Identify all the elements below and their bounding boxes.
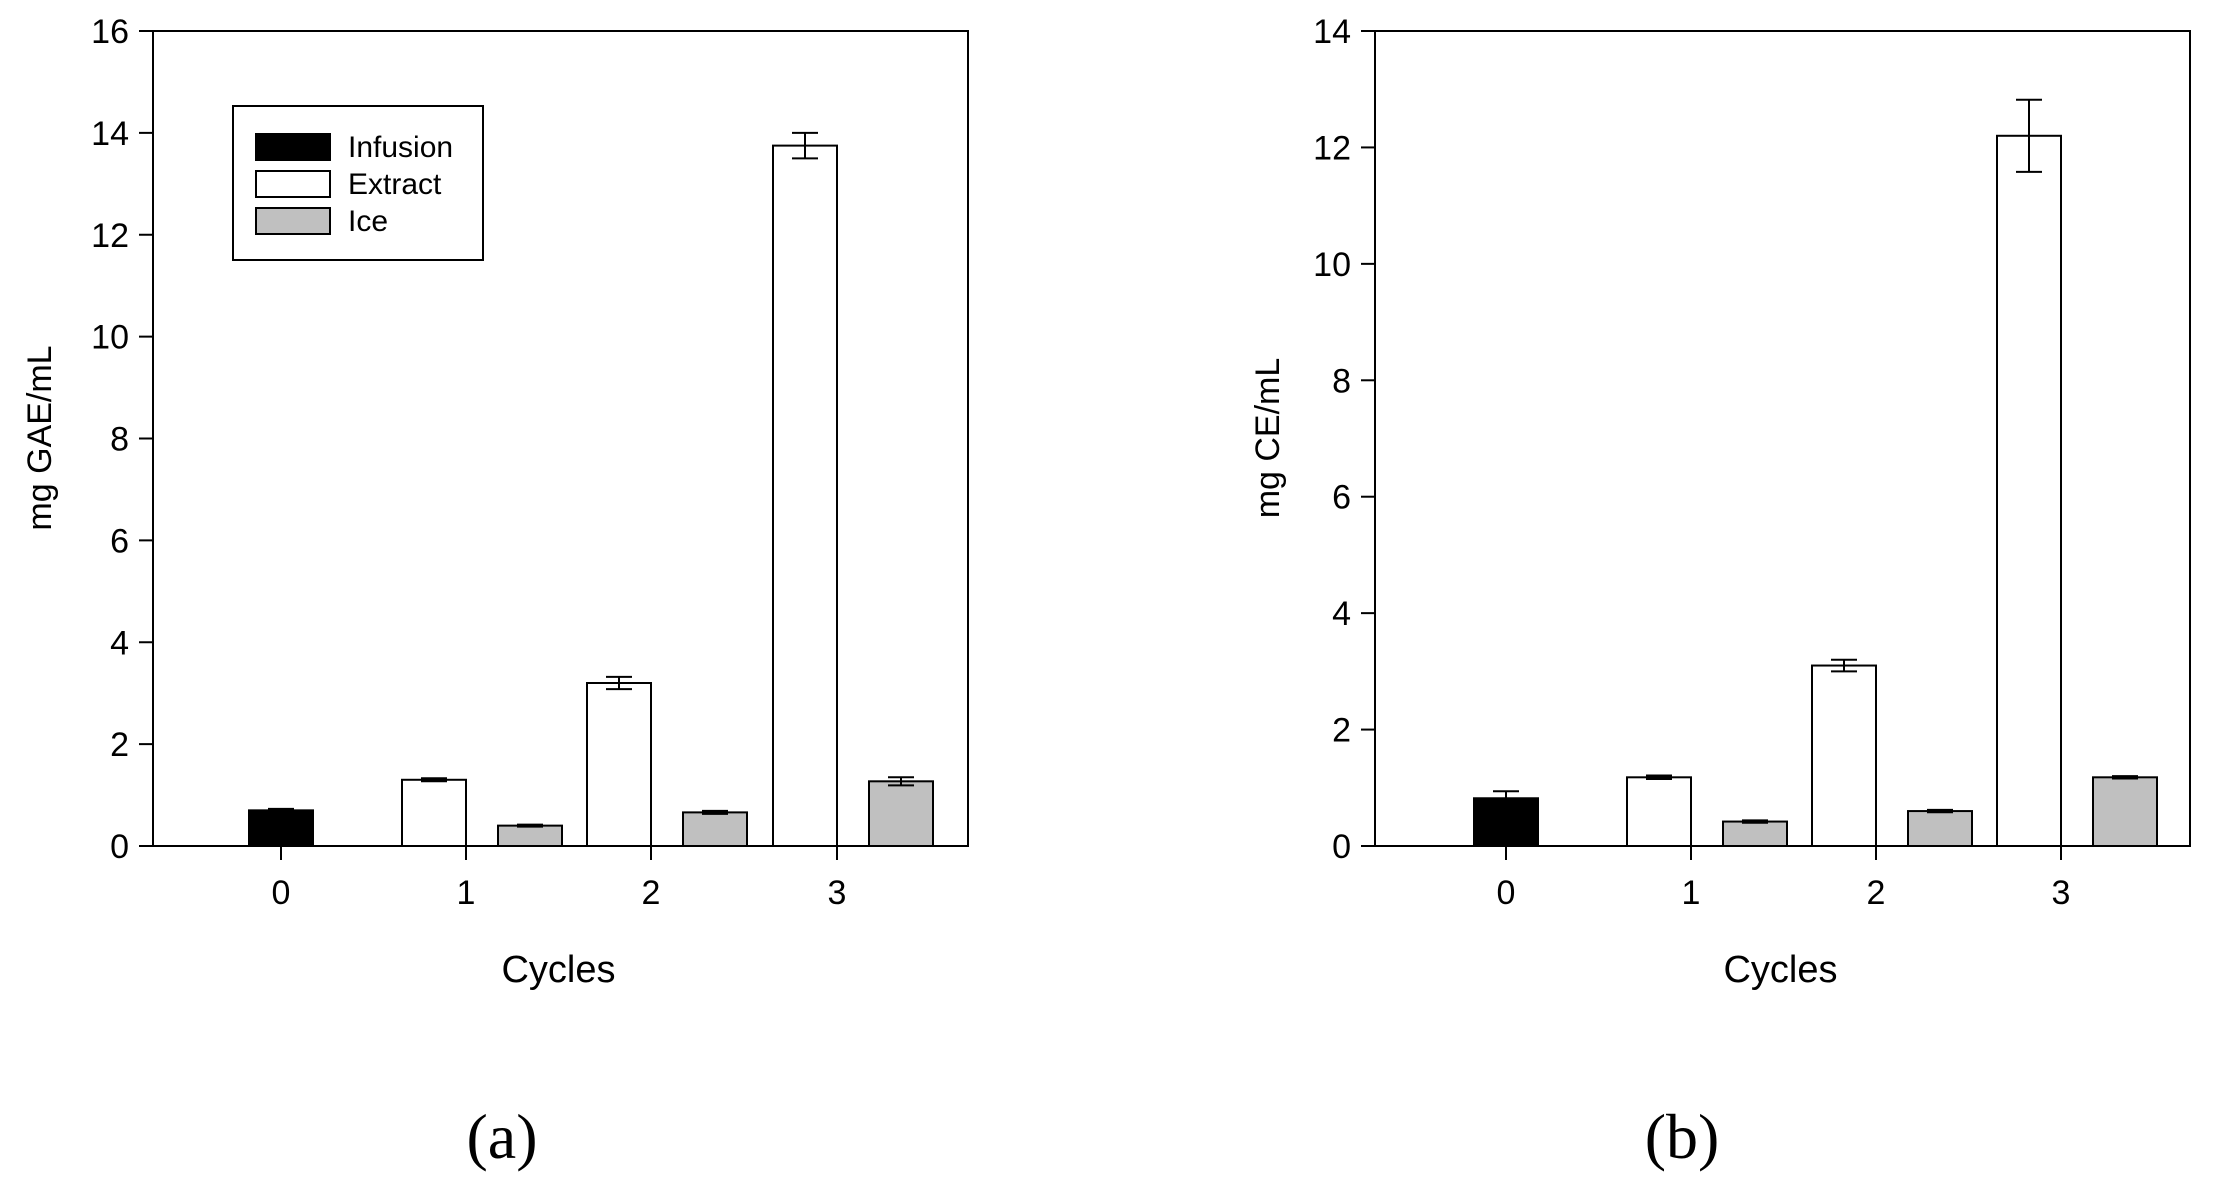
y-tick-label: 6 — [110, 522, 129, 560]
y-axis-ticks-b: 0 2 4 6 8 10 12 14 — [1313, 13, 1375, 866]
y-tick-label: 12 — [1313, 129, 1351, 167]
x-tick-label: 3 — [2052, 874, 2071, 912]
legend-swatch-extract — [255, 170, 331, 198]
y-tick-label: 4 — [1332, 595, 1351, 633]
y-tick-label: 2 — [1332, 712, 1351, 750]
x-tick-label: 0 — [272, 874, 291, 912]
x-axis-label-b: Cycles — [1723, 949, 1837, 991]
x-axis-ticks-a: 0 1 2 3 — [272, 846, 847, 912]
x-tick-label: 1 — [457, 874, 476, 912]
legend-label-extract: Extract — [348, 168, 442, 201]
y-tick-label: 6 — [1332, 479, 1351, 517]
y-axis-label-a: mg GAE/mL — [21, 345, 59, 530]
bar-extract-cycle-2 — [586, 682, 652, 847]
x-tick-label: 2 — [1867, 874, 1886, 912]
bar-ice-cycle-1 — [497, 824, 563, 847]
y-tick-label: 12 — [91, 217, 129, 255]
bar-extract-cycle-3 — [772, 144, 838, 847]
legend-swatch-ice — [255, 207, 331, 235]
bar-extract-cycle-3 — [1996, 134, 2062, 848]
y-tick-label: 10 — [1313, 246, 1351, 284]
bar-ice-cycle-3 — [2092, 776, 2158, 847]
bar-ice-cycle-3 — [868, 780, 934, 848]
legend-label-infusion: Infusion — [348, 131, 453, 164]
bars-group-b — [1473, 134, 2158, 848]
y-tick-label: 2 — [110, 726, 129, 764]
errorbars-group-a — [268, 131, 914, 828]
plot-frame-b — [1374, 30, 2191, 847]
panel-label-b: (b) — [1645, 1101, 1720, 1172]
bar-ice-cycle-1 — [1722, 820, 1788, 847]
y-tick-label: 16 — [91, 13, 129, 51]
y-tick-label: 8 — [110, 421, 129, 459]
y-tick-label: 8 — [1332, 362, 1351, 400]
bar-extract-cycle-1 — [401, 778, 467, 847]
bar-ice-cycle-2 — [682, 811, 748, 847]
x-tick-label: 3 — [828, 874, 847, 912]
x-axis-label-a: Cycles — [501, 949, 615, 991]
x-tick-label: 0 — [1497, 874, 1516, 912]
bar-extract-cycle-2 — [1811, 664, 1877, 847]
bar-infusion-cycle-0 — [248, 809, 314, 847]
y-tick-label: 0 — [110, 828, 129, 866]
legend-swatch-infusion — [255, 133, 331, 161]
legend: Infusion Extract Ice — [232, 105, 484, 261]
y-tick-label: 14 — [1313, 13, 1351, 51]
y-tick-label: 4 — [110, 624, 129, 662]
x-tick-label: 1 — [1682, 874, 1701, 912]
y-axis-label-b: mg CE/mL — [1249, 358, 1287, 519]
y-tick-label: 0 — [1332, 828, 1351, 866]
bar-extract-cycle-1 — [1626, 776, 1692, 847]
y-axis-ticks-a: 0 2 4 6 8 10 12 14 16 — [91, 13, 153, 866]
panel-label-a: (a) — [466, 1101, 537, 1172]
x-tick-label: 2 — [642, 874, 661, 912]
x-axis-ticks-b: 0 1 2 3 — [1497, 846, 2071, 912]
legend-label-ice: Ice — [348, 205, 388, 238]
y-tick-label: 14 — [91, 115, 129, 153]
y-tick-label: 10 — [91, 319, 129, 357]
errorbars-group-b — [1493, 98, 2138, 824]
bar-ice-cycle-2 — [1907, 810, 1973, 847]
